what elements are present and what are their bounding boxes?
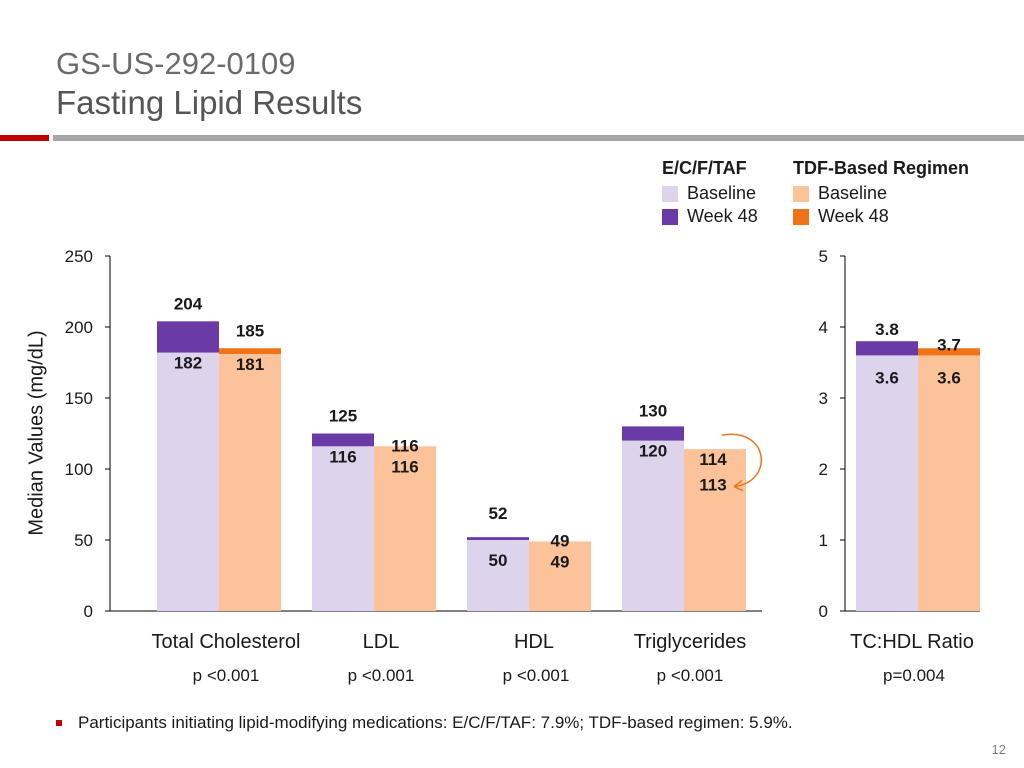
data-label-ecf-baseline: 120 (639, 442, 667, 461)
data-label-tdf-week48: 113 (699, 476, 726, 495)
data-label-ecf-baseline: 182 (174, 354, 202, 373)
legend-group1-title: E/C/F/TAF (662, 158, 747, 178)
y-tick-label: 2 (819, 460, 828, 479)
y-tick-label: 0 (84, 602, 93, 621)
data-label-ecf-week48: 3.8 (875, 320, 899, 339)
bar-ecf-week48-tc-hdl-ratio (856, 341, 918, 356)
bullet-icon (56, 720, 62, 726)
legend-label: Week 48 (687, 206, 758, 226)
y-tick-label: 5 (819, 247, 828, 266)
y-tick-label: 200 (65, 318, 93, 337)
bar-ecf-baseline-tc-hdl-ratio (856, 355, 918, 611)
data-label-ecf-baseline: 50 (489, 551, 508, 570)
data-label-tdf-week48: 49 (551, 531, 570, 550)
decrease-arrow-head (733, 479, 744, 492)
bar-ecf-baseline-ldl (312, 446, 374, 611)
data-label-ecf-week48: 125 (329, 407, 357, 426)
legend-swatch-ecf-baseline (662, 185, 678, 202)
y-tick-label: 150 (65, 389, 93, 408)
y-tick-label: 0 (819, 602, 828, 621)
bar-tdf-week48-total-cholesterol (219, 348, 281, 354)
data-label-tdf-week48: 116 (391, 436, 418, 455)
bar-ecf-baseline-triglycerides (622, 440, 684, 611)
decrease-arrow (721, 433, 763, 488)
bar-tdf-baseline-total-cholesterol (219, 348, 281, 611)
footnote-text: Participants initiating lipid-modifying … (78, 713, 793, 732)
legend-group2-title: TDF-Based Regimen (793, 158, 970, 178)
category-label-hdl: HDL (514, 631, 554, 653)
category-label-ldl: LDL (363, 631, 400, 653)
p-value-hdl: p <0.001 (503, 666, 570, 685)
data-label-ecf-baseline: 116 (329, 447, 356, 466)
page-title: Fasting Lipid Results (56, 84, 363, 121)
category-label-total-cholesterol: Total Cholesterol (152, 631, 301, 653)
bar-tdf-baseline-tc-hdl-ratio (918, 348, 980, 611)
y-tick-label: 50 (74, 531, 93, 550)
legend-swatch-tdf-baseline (793, 185, 809, 202)
legend-group2-week48: Week 48 (793, 206, 889, 227)
data-label-tdf-baseline: 181 (236, 355, 264, 374)
p-value-triglycerides: p <0.001 (657, 666, 724, 685)
category-label-triglycerides: Triglycerides (634, 631, 747, 653)
category-label-tc-hdl-ratio: TC:HDL Ratio (850, 631, 974, 653)
legend-group1-baseline: Baseline (662, 183, 756, 204)
data-label-ecf-week48: 130 (639, 401, 667, 420)
y-tick-label: 100 (65, 460, 93, 479)
data-label-ecf-week48: 52 (489, 504, 508, 523)
data-label-tdf-week48: 185 (236, 321, 264, 340)
page-number: 12 (991, 742, 1006, 757)
title-rule (53, 135, 1024, 141)
bar-tdf-baseline-ldl (374, 446, 436, 611)
p-value-tc-hdl-ratio: p=0.004 (883, 666, 945, 685)
y-tick-label: 250 (65, 247, 93, 266)
data-label-tdf-baseline: 49 (551, 552, 570, 571)
data-label-tdf-baseline: 3.6 (937, 368, 961, 387)
footnote: Participants initiating lipid-modifying … (56, 713, 793, 733)
p-value-total-cholesterol: p <0.001 (193, 666, 260, 685)
legend-label: Baseline (818, 183, 888, 203)
data-label-ecf-week48: 204 (174, 294, 203, 313)
bar-tdf-baseline-triglycerides (684, 449, 746, 611)
bar-tdf-baseline-hdl (529, 541, 591, 611)
bar-ecf-week48-total-cholesterol (157, 321, 219, 353)
y-tick-label: 3 (819, 389, 828, 408)
legend-label: Week 48 (818, 206, 889, 226)
y-tick-label: 1 (819, 531, 828, 550)
bar-ecf-week48-triglycerides (622, 426, 684, 441)
data-label-tdf-baseline: 116 (391, 457, 418, 476)
bar-ecf-baseline-total-cholesterol (157, 352, 219, 611)
title-rule-accent (0, 135, 49, 141)
bar-ecf-baseline-hdl (467, 540, 529, 611)
bar-ecf-week48-ldl (312, 433, 374, 447)
legend-group1-week48: Week 48 (662, 206, 758, 227)
study-id: GS-US-292-0109 (56, 46, 296, 81)
data-label-ecf-baseline: 3.6 (875, 368, 899, 387)
legend-swatch-ecf-week48 (662, 208, 678, 225)
bar-ecf-week48-hdl (467, 537, 529, 540)
y-tick-label: 4 (819, 318, 828, 337)
bar-tdf-week48-tc-hdl-ratio (918, 348, 980, 356)
data-label-tdf-baseline: 114 (699, 450, 727, 469)
data-label-tdf-week48: 3.7 (937, 335, 961, 354)
legend-label: Baseline (687, 183, 757, 203)
legend-group2-baseline: Baseline (793, 183, 887, 204)
legend-swatch-tdf-week48 (793, 208, 809, 225)
p-value-ldl: p <0.001 (348, 666, 415, 685)
